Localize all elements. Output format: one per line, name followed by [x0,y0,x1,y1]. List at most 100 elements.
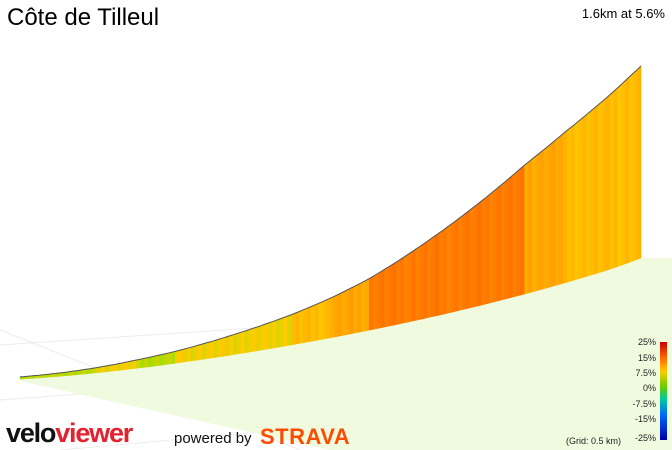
profile-segment [345,288,351,336]
profile-segment [629,72,634,263]
grid-scale-note: (Grid: 0.5 km) [566,436,622,446]
profile-segment [271,319,277,349]
profile-segment [551,139,556,287]
logo-velo: velo [6,418,56,448]
profile-segment [163,352,168,366]
profile-segment [512,171,518,298]
profile-segment [597,100,603,274]
profile-segment [326,297,331,339]
profile-segment [516,167,522,297]
profile-segment [473,203,479,308]
profile-segment [434,232,440,317]
profile-segment [159,353,164,366]
profile-segment [295,310,300,345]
colorscale-tick-label: -25% [634,433,656,443]
colorscale-tick-label: 0% [642,383,656,393]
profile-segment [147,356,153,368]
profile-segment [384,266,390,328]
profile-segment [415,245,421,321]
profile-segment [586,110,591,277]
profile-segment [465,209,471,310]
profile-segment [233,333,238,355]
profile-segment [407,251,413,323]
profile-segment [625,76,630,265]
profile-segment [260,323,265,351]
profile-segment [349,286,355,335]
profile-segment [376,271,382,329]
profile-segment [543,145,549,290]
profile-segment [403,253,409,324]
profile-segment [357,282,362,333]
distance-gradient-summary: 1.6km at 5.6% [581,6,665,21]
profile-segment [469,206,475,309]
profile-segment [524,161,529,295]
profile-segment [225,335,230,357]
profile-segment [151,355,157,367]
profile-segment [310,304,316,342]
veloviewer-wordmark: veloviewer [6,418,133,449]
profile-segment [520,164,525,296]
profile-segment [306,306,312,343]
profile-segment [450,221,456,313]
colorscale-tick-label: 25% [637,337,656,347]
profile-segment [582,113,588,278]
strava-logo[interactable]: STRAVA [260,424,351,449]
profile-segment [531,155,537,293]
profile-segment [570,123,576,282]
colorscale-tick-label: -15% [634,414,656,424]
profile-segment [605,94,611,271]
profile-segment [198,343,203,361]
profile-segment [590,107,595,276]
profile-segment [388,263,393,327]
profile-segment [528,158,533,294]
profile-segment [535,152,541,292]
profile-segment [438,229,444,316]
profile-segment [400,256,405,324]
profile-segment [392,261,397,326]
profile-segment [493,187,498,303]
profile-segment [229,334,234,356]
profile-segment [481,196,487,306]
profile-segment [275,318,281,348]
profile-ground-shadow [20,258,672,450]
profile-top-edge [19,65,642,378]
profile-segment [353,284,359,334]
profile-segment [454,218,459,312]
logo-viewer: viewer [55,418,133,448]
profile-segment [136,358,141,369]
profile-segment [155,354,160,367]
profile-segment [566,126,572,283]
profile-segment [322,299,327,340]
profile-segment [279,317,285,348]
colorscale-tick-label: 7.5% [635,368,656,378]
profile-segment [617,83,622,267]
profile-segment [268,321,273,350]
profile-segment [186,346,192,362]
profile-segment [132,359,137,370]
profile-segment [559,132,564,285]
profile-segment [563,129,568,284]
profile-segment [489,190,494,304]
profile-segment [485,193,490,305]
profile-segment [337,292,343,337]
profile-segment [578,117,584,280]
profile-segment [500,181,506,301]
profile-segment [396,258,401,325]
profile-segment [594,104,599,275]
profile-segment [256,325,261,352]
profile-segment [140,358,145,369]
profile-segment [613,87,619,269]
profile-segment [190,345,195,362]
gradient-colorscale-bar [660,342,667,440]
profile-segment [283,315,289,347]
profile-segment [299,309,304,344]
profile-segment [555,136,560,286]
profile-segment [497,184,502,302]
profile-segment [318,301,324,341]
profile-segment [302,307,308,344]
profile-segment [143,357,149,368]
ground-shadow-area [20,258,672,450]
profile-segment [462,212,467,310]
